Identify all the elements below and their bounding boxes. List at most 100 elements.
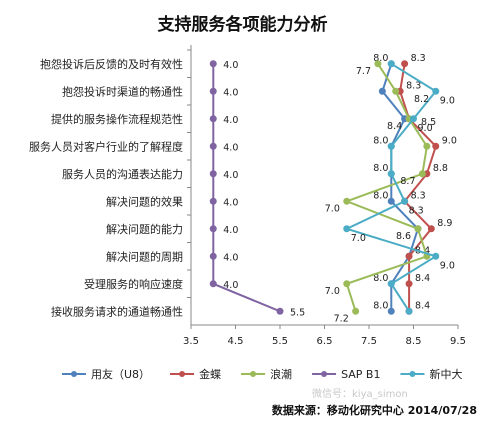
legend-marker xyxy=(250,371,257,377)
chart-title: 支持服务各项能力分析 xyxy=(157,15,328,35)
category-label: 受理服务的响应速度 xyxy=(84,277,183,291)
data-label: 8.0 xyxy=(373,300,388,311)
data-label: 9.0 xyxy=(418,123,433,134)
legend-label: 金蝶 xyxy=(199,367,221,381)
data-point xyxy=(410,115,417,123)
data-point xyxy=(387,170,395,178)
data-point xyxy=(276,307,284,315)
data-label: 8.3 xyxy=(406,80,421,91)
category-label: 抱怨投诉时渠道的畅通性 xyxy=(62,84,183,98)
legend-label: 新中大 xyxy=(429,367,462,381)
watermark: 微信号：kiya_simon xyxy=(312,389,408,400)
data-point xyxy=(387,197,395,205)
data-label: 8.7 xyxy=(400,176,415,187)
data-label: 7.0 xyxy=(325,203,340,214)
data-label: 8.4 xyxy=(387,121,402,132)
category-label: 解决问题的效果 xyxy=(106,194,183,208)
data-point xyxy=(432,87,440,95)
data-label: 5.5 xyxy=(290,307,305,318)
data-label: 8.2 xyxy=(414,94,429,105)
data-point xyxy=(343,280,351,288)
data-label: 9.0 xyxy=(440,260,455,271)
legend-label: 用友（U8） xyxy=(91,367,150,381)
data-point xyxy=(209,87,217,95)
legend-label: 浪潮 xyxy=(270,367,292,381)
data-point xyxy=(387,142,395,150)
category-label: 抱怨投诉后反馈的及时有效性 xyxy=(40,57,183,71)
data-label: 4.0 xyxy=(223,60,238,71)
data-point xyxy=(414,225,422,233)
data-label: 8.4 xyxy=(415,245,430,256)
data-point xyxy=(378,87,386,95)
data-label: 7.0 xyxy=(325,286,340,297)
data-point xyxy=(405,252,413,260)
data-label: 4.0 xyxy=(223,142,238,153)
data-label: 8.4 xyxy=(415,273,430,284)
x-tick-label: 7.5 xyxy=(361,336,377,347)
category-label: 提供的服务操作流程规范性 xyxy=(51,112,183,126)
data-label: 9.0 xyxy=(442,135,457,146)
data-label: 4.0 xyxy=(223,197,238,208)
data-point xyxy=(432,252,440,260)
legend-label: SAP B1 xyxy=(341,368,380,381)
data-point xyxy=(392,87,400,95)
data-point xyxy=(401,197,409,205)
series-line xyxy=(381,63,420,312)
data-label: 8.0 xyxy=(373,135,388,146)
data-source: 数据来源：移动化研究中心 2014/07/28 xyxy=(271,404,477,417)
data-label: 4.0 xyxy=(223,225,238,236)
data-label: 8.0 xyxy=(373,273,388,284)
data-point xyxy=(418,170,426,178)
data-label: 8.4 xyxy=(415,300,430,311)
data-label: 8.6 xyxy=(396,231,411,242)
data-label: 7.7 xyxy=(356,66,371,77)
x-tick-label: 4.5 xyxy=(228,336,244,347)
data-point xyxy=(423,142,431,150)
data-label: 8.0 xyxy=(373,53,388,64)
data-label: 9.0 xyxy=(440,95,455,106)
data-label: 8.8 xyxy=(433,163,448,174)
data-point xyxy=(209,142,217,150)
category-label: 解决问题的周期 xyxy=(106,249,183,263)
legend-marker xyxy=(179,371,186,377)
data-point xyxy=(343,225,351,233)
data-label: 4.0 xyxy=(223,115,238,126)
data-label: 7.0 xyxy=(351,233,366,244)
category-label: 接收服务请求的通道畅通性 xyxy=(51,304,183,318)
data-point xyxy=(209,115,217,123)
category-label: 服务人员对客户行业的了解程度 xyxy=(29,139,183,153)
data-label: 8.3 xyxy=(411,53,426,64)
data-point xyxy=(343,197,351,205)
data-label: 4.0 xyxy=(223,280,238,291)
data-point xyxy=(374,60,382,68)
data-label: 7.2 xyxy=(334,313,349,324)
data-point xyxy=(387,307,395,315)
legend-marker xyxy=(409,371,416,377)
data-label: 8.5 xyxy=(421,117,436,128)
category-label: 解决问题的能力 xyxy=(106,222,183,236)
x-tick-label: 8.5 xyxy=(406,336,422,347)
series-line xyxy=(344,62,439,312)
data-label: 8.0 xyxy=(373,190,388,201)
data-point xyxy=(405,307,413,315)
data-label: 8.3 xyxy=(411,190,426,201)
data-point xyxy=(209,252,217,260)
data-label: 4.0 xyxy=(223,170,238,181)
data-point xyxy=(427,225,435,233)
series-line xyxy=(212,63,281,313)
data-label: 4.0 xyxy=(223,252,238,263)
category-label: 服务人员的沟通表达能力 xyxy=(62,167,183,181)
data-label: 8.9 xyxy=(437,218,452,229)
x-tick-label: 3.5 xyxy=(183,336,199,347)
series-line xyxy=(343,63,429,312)
data-label: 8.3 xyxy=(409,205,424,216)
data-point xyxy=(352,307,360,315)
data-point xyxy=(209,197,217,205)
data-point xyxy=(387,60,395,68)
data-point xyxy=(209,60,217,68)
data-point xyxy=(387,280,395,288)
legend-marker xyxy=(71,371,77,377)
data-point xyxy=(401,60,409,68)
